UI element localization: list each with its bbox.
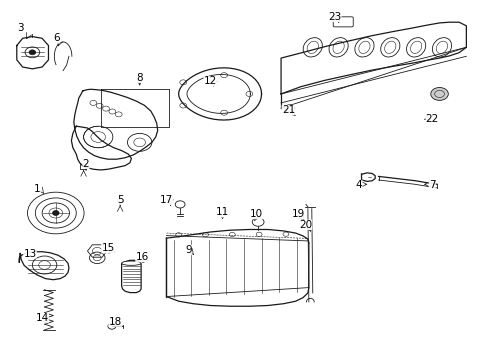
Polygon shape bbox=[281, 22, 466, 94]
Circle shape bbox=[430, 87, 447, 100]
Text: 11: 11 bbox=[216, 207, 229, 217]
Text: 2: 2 bbox=[82, 159, 89, 169]
Text: 1: 1 bbox=[34, 184, 41, 194]
Text: 7: 7 bbox=[428, 180, 435, 190]
Text: 16: 16 bbox=[135, 252, 148, 262]
Text: 20: 20 bbox=[298, 220, 311, 230]
Text: 3: 3 bbox=[17, 23, 23, 33]
Text: 10: 10 bbox=[250, 209, 263, 219]
Text: 22: 22 bbox=[425, 114, 438, 124]
Text: 13: 13 bbox=[23, 248, 37, 258]
Text: 23: 23 bbox=[327, 12, 341, 22]
Text: 18: 18 bbox=[108, 317, 122, 327]
Circle shape bbox=[29, 50, 36, 55]
Text: 9: 9 bbox=[185, 245, 191, 255]
Polygon shape bbox=[122, 260, 141, 293]
Text: 5: 5 bbox=[117, 195, 123, 205]
Polygon shape bbox=[19, 252, 69, 280]
Text: 4: 4 bbox=[355, 180, 362, 190]
Text: 21: 21 bbox=[281, 105, 294, 115]
Text: 12: 12 bbox=[203, 76, 217, 86]
Text: 15: 15 bbox=[101, 243, 114, 253]
Text: 8: 8 bbox=[136, 73, 142, 83]
Text: 6: 6 bbox=[53, 33, 60, 43]
Circle shape bbox=[53, 211, 59, 215]
Ellipse shape bbox=[122, 261, 141, 265]
Polygon shape bbox=[166, 238, 308, 306]
Text: 17: 17 bbox=[160, 195, 173, 205]
Text: 19: 19 bbox=[291, 209, 304, 219]
Text: 14: 14 bbox=[36, 313, 49, 323]
